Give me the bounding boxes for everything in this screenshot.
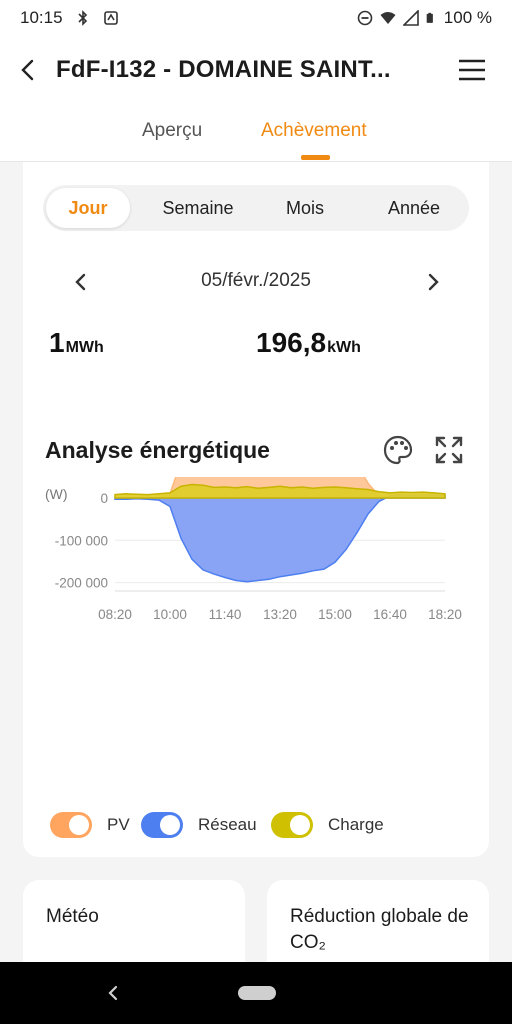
x-tick-label: 13:20 [263, 607, 297, 622]
weather-card-label: Météo [46, 906, 99, 927]
period-selector: Jour Semaine Mois Année [43, 185, 469, 231]
tab-apercu[interactable]: Aperçu [142, 120, 203, 141]
x-tick-label: 11:40 [209, 607, 242, 622]
legend-label-pv: PV [107, 815, 130, 834]
legend-label-charge: Charge [328, 815, 384, 834]
page-title: FdF-I132 - DOMAINE SAINT... [56, 56, 391, 83]
wifi-icon [380, 12, 396, 24]
co2-card-label: Réduction globale de CO₂ [290, 906, 469, 953]
period-day[interactable]: Jour [46, 188, 130, 228]
stat-production: 1MWh [49, 327, 104, 359]
date-navigator: 05/févr./2025 [23, 262, 489, 302]
previous-date-button[interactable] [67, 268, 95, 296]
y-tick-label: -200 000 [55, 576, 108, 591]
palette-button[interactable] [382, 434, 414, 466]
period-week[interactable]: Semaine [162, 198, 234, 218]
app-notification-icon [103, 11, 118, 25]
stat-consumption: 196,8kWh [256, 327, 361, 359]
chart-x-axis: 08:20 10:00 11:40 13:20 15:00 16:40 18:20 [98, 607, 462, 622]
legend-toggle-pv[interactable] [50, 812, 92, 838]
chevron-left-icon [75, 273, 86, 291]
status-time: 10:15 [20, 8, 63, 27]
legend-toggle-charge[interactable] [271, 812, 313, 838]
current-date[interactable]: 05/févr./2025 [201, 270, 311, 291]
battery-icon [426, 12, 433, 23]
next-date-button[interactable] [419, 268, 447, 296]
back-button[interactable] [14, 56, 42, 84]
x-tick-label: 10:00 [153, 607, 187, 622]
nav-home-pill-icon[interactable] [238, 986, 276, 1000]
battery-level: 100 % [443, 8, 492, 27]
period-year[interactable]: Année [387, 198, 441, 218]
nav-back-icon[interactable] [100, 980, 126, 1006]
chart-unit-label: (W) [45, 486, 68, 502]
fullscreen-button[interactable] [434, 435, 464, 465]
stat-consumption-unit: kWh [327, 339, 361, 356]
bluetooth-icon [77, 10, 87, 26]
stat-consumption-value: 196,8 [256, 327, 327, 358]
system-nav-bar [0, 962, 512, 1024]
active-tab-indicator [301, 155, 330, 160]
hamburger-menu-icon [459, 59, 485, 81]
series-charge-area [114, 483, 446, 499]
expand-icon [435, 436, 463, 464]
period-month[interactable]: Mois [285, 198, 324, 218]
x-tick-label: 18:20 [428, 607, 462, 622]
chart-series-areas [114, 477, 446, 583]
palette-icon [383, 435, 413, 465]
x-tick-label: 08:20 [98, 607, 132, 622]
stat-production-value: 1 [49, 327, 65, 358]
y-tick-label: 0 [100, 491, 108, 506]
chevron-right-icon [428, 273, 439, 291]
analysis-title: Analyse énergétique [45, 437, 270, 463]
menu-button[interactable] [456, 54, 488, 86]
legend-toggle-reseau[interactable] [141, 812, 183, 838]
back-arrow-icon [21, 59, 34, 81]
x-tick-label: 16:40 [373, 607, 407, 622]
energy-card: Jour Semaine Mois Année 05/févr./2025 1M… [23, 162, 489, 857]
signal-icon [402, 10, 419, 26]
legend-label-reseau: Réseau [198, 815, 257, 834]
y-tick-label: -100 000 [55, 533, 108, 548]
x-tick-label: 15:00 [318, 607, 352, 622]
tab-bar: Aperçu Achèvement [0, 102, 512, 162]
chart-legend: PV Réseau Charge [50, 810, 470, 840]
dnd-icon [357, 10, 373, 26]
tab-achevement[interactable]: Achèvement [261, 120, 367, 141]
stat-production-unit: MWh [65, 339, 104, 356]
app-bar: FdF-I132 - DOMAINE SAINT... [0, 36, 512, 102]
status-bar: 10:15 100 % [0, 0, 512, 36]
series-reseau-area [114, 493, 446, 583]
